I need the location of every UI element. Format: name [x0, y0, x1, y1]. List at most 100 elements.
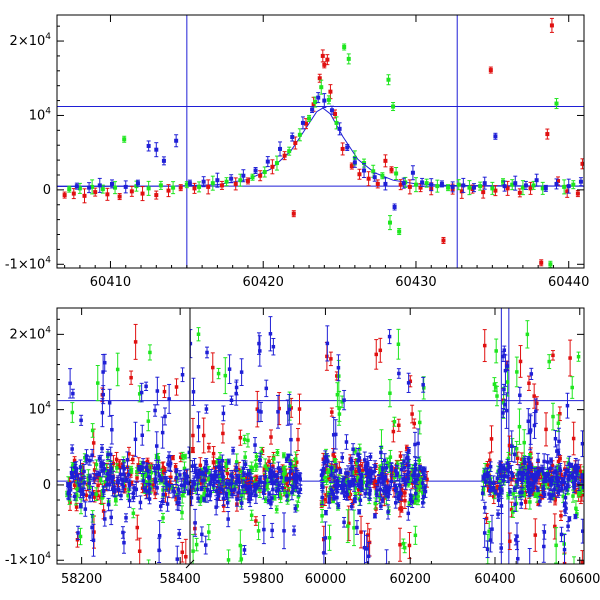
data-point — [262, 488, 266, 492]
data-point — [540, 186, 545, 191]
data-point — [247, 493, 252, 498]
data-point — [233, 487, 237, 492]
data-point — [178, 473, 182, 477]
data-point — [258, 173, 263, 178]
data-point — [146, 468, 150, 473]
data-point — [296, 495, 301, 499]
data-point — [117, 462, 121, 467]
data-point — [248, 484, 253, 488]
data-point — [368, 479, 373, 484]
data-point — [259, 450, 264, 455]
data-point — [325, 57, 330, 62]
data-point — [386, 77, 391, 82]
data-point — [237, 468, 241, 472]
data-point — [352, 526, 356, 530]
data-point — [271, 464, 275, 469]
data-point — [234, 479, 239, 484]
data-point — [204, 468, 209, 473]
data-point — [126, 472, 131, 477]
data-point — [332, 455, 337, 459]
data-point — [411, 473, 415, 478]
data-point — [205, 493, 209, 498]
data-point — [391, 104, 396, 109]
data-point — [467, 185, 472, 190]
data-point — [78, 465, 83, 469]
data-point — [101, 469, 105, 473]
data-point — [223, 373, 228, 378]
data-point — [346, 471, 350, 476]
data-point — [101, 392, 105, 397]
data-point — [342, 398, 346, 402]
data-point — [409, 475, 413, 480]
data-point — [459, 189, 464, 194]
data-point — [125, 458, 130, 462]
data-point — [346, 524, 350, 528]
data-point — [96, 483, 100, 488]
data-point — [245, 178, 250, 183]
data-point — [322, 475, 327, 479]
data-point — [214, 505, 218, 509]
data-point — [364, 483, 369, 487]
data-point — [115, 367, 120, 372]
data-point — [198, 475, 203, 479]
data-point — [238, 543, 243, 548]
data-point — [278, 496, 283, 500]
data-point — [284, 481, 289, 486]
data-point — [207, 445, 211, 450]
data-point — [285, 494, 289, 498]
data-point — [249, 513, 254, 518]
data-point — [67, 187, 72, 192]
data-point — [250, 467, 255, 471]
data-point — [329, 357, 333, 361]
data-point — [274, 507, 279, 512]
data-point — [275, 479, 279, 483]
data-point — [282, 153, 287, 158]
data-point — [324, 479, 329, 483]
data-point — [248, 497, 252, 501]
data-point — [405, 456, 409, 460]
data-point — [291, 211, 296, 216]
data-point — [210, 181, 215, 186]
data-point — [310, 107, 315, 112]
data-point — [187, 181, 192, 186]
data-point — [183, 454, 187, 459]
data-point — [71, 475, 76, 479]
y-tick-label: 104 — [29, 106, 52, 123]
data-point — [229, 398, 234, 402]
data-point — [410, 467, 414, 471]
data-point — [221, 431, 225, 436]
data-point — [105, 483, 109, 487]
data-point — [69, 470, 74, 475]
data-point — [225, 501, 230, 505]
data-point — [192, 464, 197, 468]
data-point — [213, 477, 217, 481]
data-point — [138, 500, 143, 505]
data-point — [214, 474, 218, 479]
data-point — [167, 454, 171, 459]
data-point — [111, 475, 115, 480]
data-point — [71, 391, 75, 396]
data-point — [94, 492, 99, 496]
data-point — [265, 481, 270, 486]
data-point — [283, 490, 287, 495]
data-point — [372, 175, 377, 180]
data-point — [381, 479, 385, 483]
data-point — [347, 521, 351, 526]
data-point — [242, 548, 247, 552]
data-point — [270, 496, 274, 500]
data-point — [389, 167, 394, 172]
data-point — [398, 182, 403, 187]
data-point — [326, 492, 331, 496]
data-point — [144, 384, 148, 389]
data-point — [297, 407, 302, 411]
data-point — [421, 490, 425, 495]
data-point — [418, 185, 423, 190]
data-point — [345, 492, 350, 497]
data-point — [331, 453, 335, 457]
data-point — [174, 385, 179, 389]
data-point — [88, 495, 92, 499]
data-point — [510, 182, 515, 187]
data-point — [104, 468, 109, 473]
data-point — [237, 490, 241, 495]
data-point — [383, 158, 388, 163]
